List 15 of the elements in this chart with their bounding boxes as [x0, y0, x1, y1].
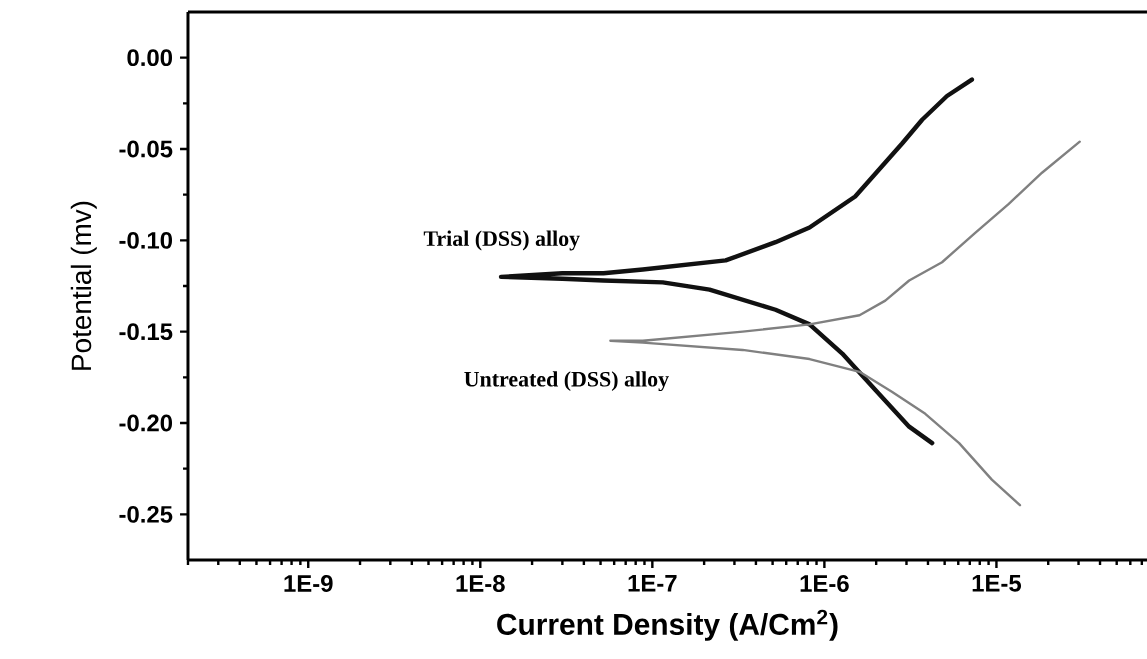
- x-tick-label: 1E-8: [456, 575, 505, 592]
- y-tick-label: -0.25: [119, 505, 173, 523]
- y-tick-label: 0.00: [127, 49, 173, 67]
- x-tick-label: 1E-9: [284, 575, 333, 592]
- x-tick-label: 1E-5: [972, 575, 1022, 592]
- y-tick-label: -0.20: [119, 414, 173, 432]
- y-tick-label: -0.10: [119, 231, 173, 249]
- y-tick-label: -0.05: [119, 140, 173, 158]
- y-axis-title: Potential (mv): [70, 201, 97, 370]
- series-label: Trial (DSS) alloy: [423, 230, 580, 251]
- x-tick-label: 1E-6: [800, 575, 849, 592]
- x-axis-title: Current Density (A/Cm$^{2}$): [497, 609, 838, 641]
- series-label: Untreated (DSS) alloy: [464, 371, 669, 392]
- y-tick-label: -0.15: [119, 323, 173, 341]
- x-tick-label: 1E-7: [628, 575, 677, 592]
